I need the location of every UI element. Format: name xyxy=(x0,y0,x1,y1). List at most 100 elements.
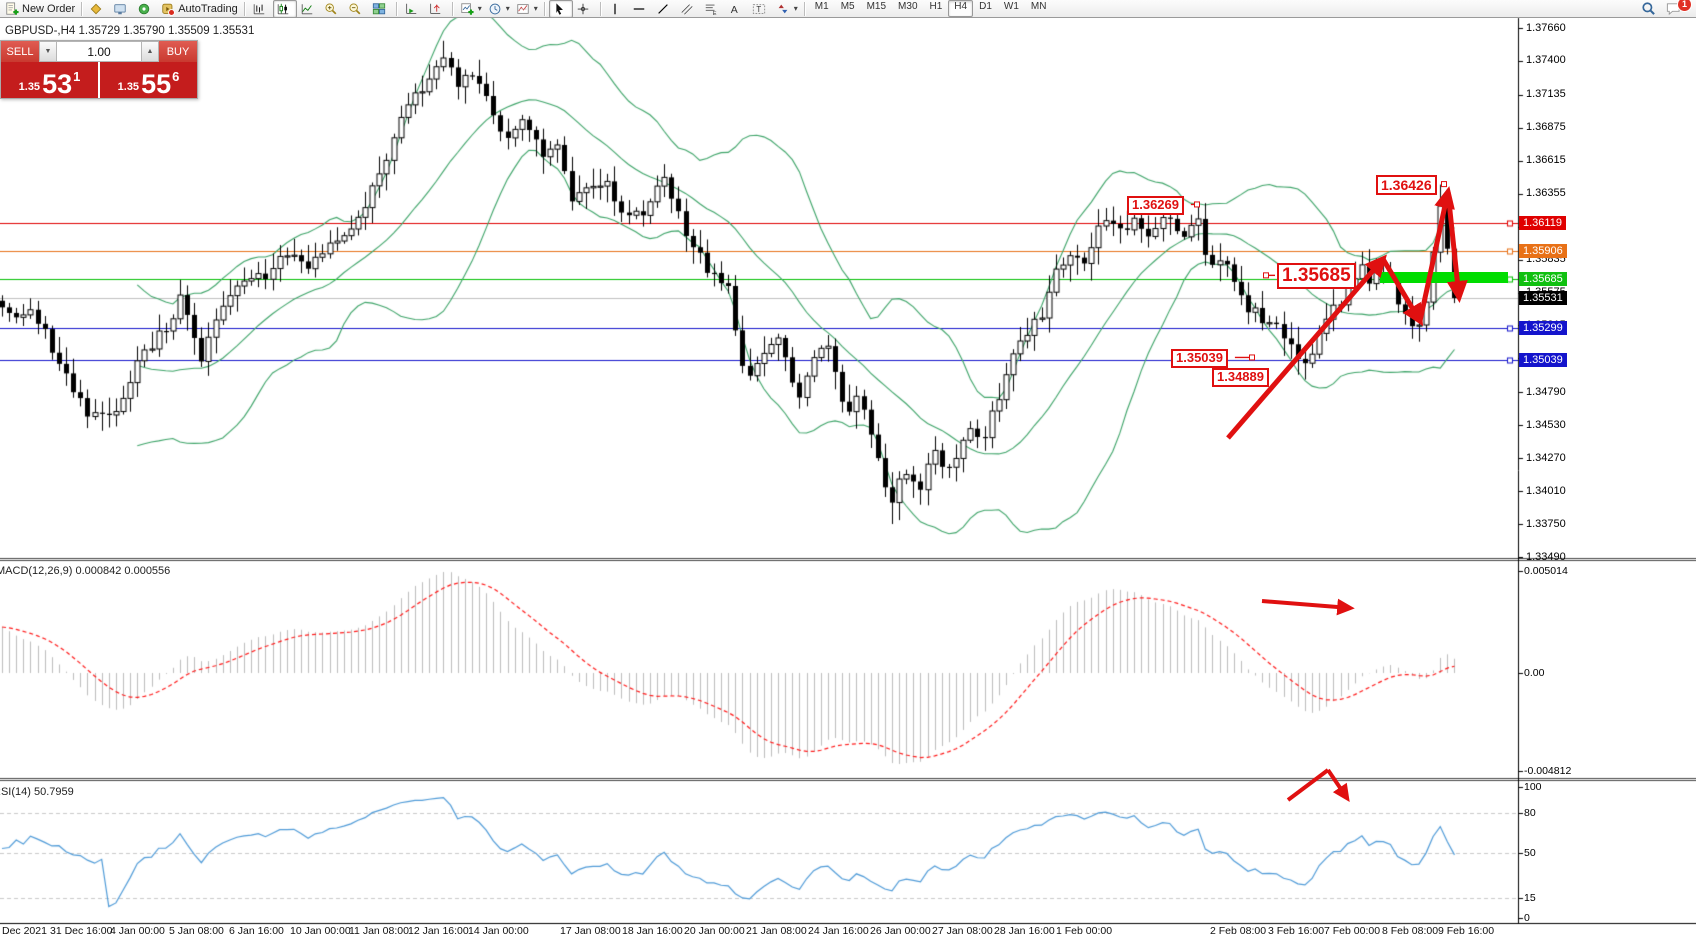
price-axis-tick: 1.33490 xyxy=(1526,550,1566,563)
volume-input[interactable] xyxy=(57,41,141,62)
equidistant-channel-button[interactable] xyxy=(677,0,701,18)
price-axis-tick: 1.34790 xyxy=(1526,385,1566,398)
timeframe-button-m15[interactable]: M15 xyxy=(866,1,887,12)
vertical-line-tool-button[interactable] xyxy=(605,0,629,18)
new-order-button[interactable]: New Order xyxy=(2,0,78,18)
indicator-axis-tick: 100 xyxy=(1524,781,1542,793)
shapes-icon xyxy=(776,2,790,16)
price-annotation-label[interactable]: 1.36269 xyxy=(1127,196,1184,215)
market-watch-button[interactable] xyxy=(110,0,134,18)
time-axis-label: 9 Feb 16:00 xyxy=(1438,925,1495,937)
time-axis-label: 5 Jan 08:00 xyxy=(169,925,224,937)
trendline-icon xyxy=(656,2,670,16)
horizontal-line-tool-button[interactable] xyxy=(629,0,653,18)
auto-scroll-button[interactable] xyxy=(401,0,425,18)
sell-price-big: 53 xyxy=(42,69,73,99)
profiles-icon xyxy=(488,2,502,16)
cursor-icon xyxy=(552,2,566,16)
price-axis-tick: 1.37400 xyxy=(1526,54,1566,67)
sell-price-sup: 1 xyxy=(73,69,81,84)
timeframe-button-m5[interactable]: M5 xyxy=(840,1,855,12)
price-level-badge: 1.36119 xyxy=(1519,216,1566,231)
autotrading-icon xyxy=(161,2,176,16)
bar-chart-mode-button[interactable] xyxy=(249,0,273,18)
dropdown-caret-icon: ▾ xyxy=(477,4,482,13)
timeframe-button-d1[interactable]: D1 xyxy=(979,1,992,12)
timeframe-button-h4[interactable]: H4 xyxy=(948,0,974,17)
buy-price-display[interactable]: 1.35 55 6 xyxy=(100,62,197,98)
line-chart-mode-button[interactable] xyxy=(297,0,321,18)
time-axis-label: 27 Jan 08:00 xyxy=(932,925,993,937)
timeframe-button-h1[interactable]: H1 xyxy=(929,1,943,12)
price-annotation-label[interactable]: 1.36426 xyxy=(1376,175,1437,196)
indicator-axis-tick: -0.004812 xyxy=(1524,765,1572,777)
time-axis-label: 18 Jan 16:00 xyxy=(622,925,683,937)
new-chart-button[interactable]: ▾ xyxy=(457,0,485,18)
horizontal-line-icon xyxy=(632,2,646,16)
time-axis-label: 20 Jan 00:00 xyxy=(684,925,745,937)
timeframe-button-mn[interactable]: MN xyxy=(1030,1,1047,12)
crosshair-icon xyxy=(576,2,590,16)
timeframe-button-m30[interactable]: M30 xyxy=(898,1,918,12)
volume-decrease-button[interactable]: ▼ xyxy=(39,41,57,62)
support-zone-bar[interactable] xyxy=(1380,272,1508,283)
fibonacci-tool-button[interactable]: E xyxy=(701,0,725,18)
market-watch-icon xyxy=(113,2,127,16)
price-annotation-label[interactable]: 1.35685 xyxy=(1277,263,1356,289)
price-axis-tick: 1.37135 xyxy=(1526,88,1566,101)
toolbar-separator xyxy=(395,1,398,16)
toolbar-separator xyxy=(543,1,546,16)
time-axis-label: 7 Feb 00:00 xyxy=(1324,925,1381,937)
volume-increase-button[interactable]: ▲ xyxy=(141,41,159,62)
text-label-tool-button[interactable]: T xyxy=(749,0,773,18)
templates-icon xyxy=(516,2,530,16)
one-click-trade-panel: SELL ▼ ▲ BUY 1.35 53 1 1.35 55 6 xyxy=(0,40,198,99)
toolbar-separator xyxy=(243,1,246,16)
sell-button[interactable]: SELL xyxy=(1,41,39,62)
price-axis-tick: 1.34010 xyxy=(1526,484,1566,497)
zoom-in-icon xyxy=(324,2,338,16)
expert-advisors-icon xyxy=(89,2,103,16)
templates-button[interactable]: ▾ xyxy=(513,0,541,18)
time-axis-label: Dec 2021 xyxy=(2,925,47,937)
time-axis-label: 17 Jan 08:00 xyxy=(560,925,621,937)
sell-price-display[interactable]: 1.35 53 1 xyxy=(1,62,98,98)
chart-shift-button[interactable] xyxy=(425,0,449,18)
trendline-tool-button[interactable] xyxy=(653,0,677,18)
tile-windows-icon xyxy=(372,2,386,16)
text-tool-button[interactable]: A xyxy=(725,0,749,18)
buy-button[interactable]: BUY xyxy=(159,41,197,62)
search-button[interactable] xyxy=(1638,0,1662,18)
dropdown-caret-icon: ▾ xyxy=(533,4,538,13)
new-order-icon xyxy=(5,1,19,16)
time-axis-label: 28 Jan 16:00 xyxy=(994,925,1055,937)
timeframe-button-w1[interactable]: W1 xyxy=(1003,1,1019,12)
text-label-icon: T xyxy=(752,2,766,16)
autotrading-button[interactable]: AutoTrading xyxy=(158,0,241,18)
time-axis-label: 4 Jan 00:00 xyxy=(110,925,165,937)
zoom-out-button[interactable] xyxy=(345,0,369,18)
time-axis-label: 24 Jan 16:00 xyxy=(808,925,869,937)
equidistant-channel-icon xyxy=(680,2,694,16)
profiles-button[interactable]: ▾ xyxy=(485,0,513,18)
chat-button[interactable]: 1 xyxy=(1662,0,1692,18)
price-level-badge: 1.35299 xyxy=(1519,320,1567,335)
tile-windows-button[interactable] xyxy=(369,0,393,18)
macd-indicator-label: MACD(12,26,9) 0.000842 0.000556 xyxy=(0,565,171,577)
auto-scroll-icon xyxy=(404,2,418,16)
price-annotation-label[interactable]: 1.34889 xyxy=(1212,368,1269,387)
crosshair-tool-button[interactable] xyxy=(573,0,597,18)
timeframe-button-m1[interactable]: M1 xyxy=(814,1,829,12)
cursor-tool-button[interactable] xyxy=(548,0,573,18)
svg-text:A: A xyxy=(731,3,738,15)
signals-button[interactable] xyxy=(134,0,158,18)
shapes-tool-button[interactable]: ▾ xyxy=(773,0,801,18)
zoom-in-button[interactable] xyxy=(321,0,345,18)
expert-advisors-button[interactable] xyxy=(86,0,110,18)
price-annotation-label[interactable]: 1.35039 xyxy=(1171,349,1228,368)
candlestick-mode-button[interactable] xyxy=(272,0,297,18)
time-axis-label: 10 Jan 00:00 xyxy=(290,925,351,937)
price-axis-tick: 1.37660 xyxy=(1526,21,1566,34)
